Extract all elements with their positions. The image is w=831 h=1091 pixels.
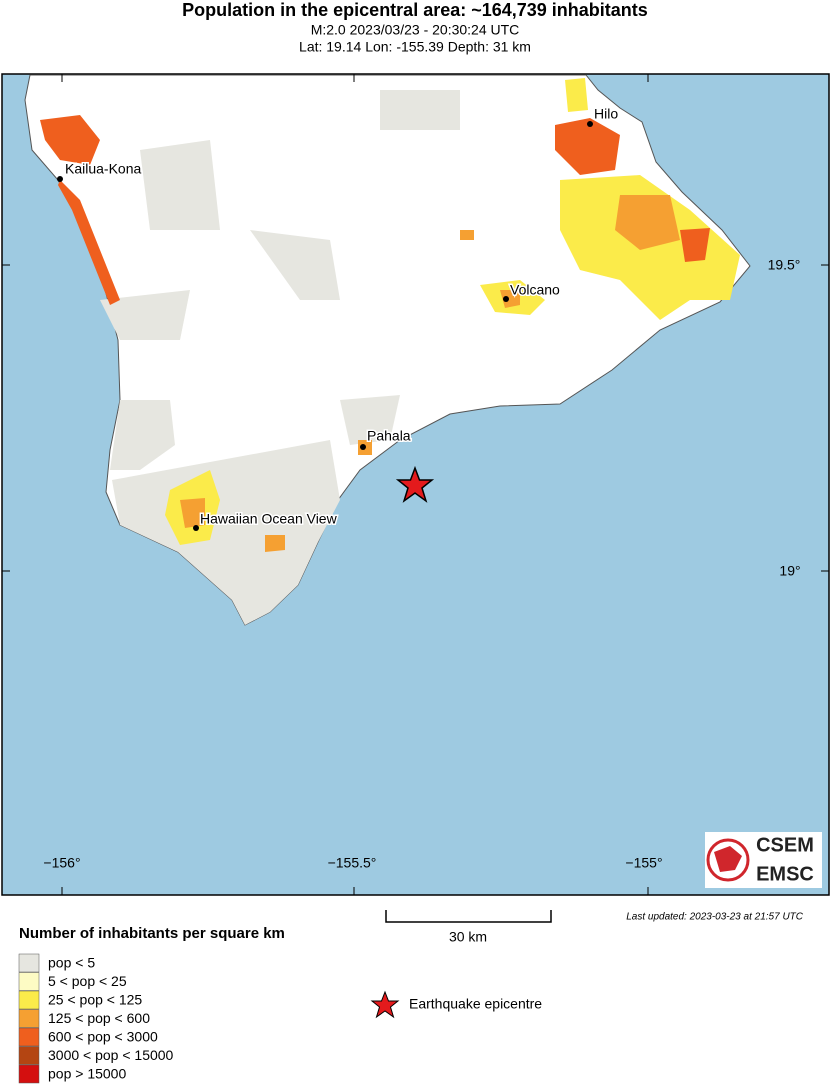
populated-areas: [40, 78, 740, 552]
logo: CSEM EMSC: [705, 832, 822, 888]
legend-label: Earthquake epicentre: [409, 996, 542, 1012]
city-dot: [587, 121, 593, 127]
legend-swatch: [18, 1046, 40, 1065]
scale-bar: [385, 910, 552, 923]
place-label: Kailua-Kona: [65, 161, 141, 177]
lat-label: 19°: [779, 563, 800, 579]
epicentre-star: [395, 465, 435, 503]
legend-swatch: [18, 990, 40, 1010]
lon-label: −155°: [625, 855, 662, 871]
lat-label: 19.5°: [768, 257, 801, 273]
subtitle: M:2.0 2023/03/23 - 20:30:24 UTC: [311, 22, 520, 38]
logo-text: EMSC: [756, 863, 814, 885]
legend-label: 125 < pop < 600: [48, 1010, 150, 1026]
legend: pop < 5 5 < pop < 25 25 < pop < 125 125 < p…: [18, 953, 174, 1084]
place-label: Pahala: [367, 428, 411, 444]
legend-label: pop < 5: [48, 955, 95, 971]
legend-title: Number of inhabitants per square km: [19, 925, 285, 942]
city-markers: [57, 121, 593, 531]
graticule-ticks: [2, 74, 829, 895]
place-label: Hawaiian Ocean View: [200, 511, 338, 527]
city-dot: [503, 296, 509, 302]
scale-label: 30 km: [449, 929, 487, 945]
legend-star: [370, 990, 400, 1019]
legend-swatch: [18, 953, 40, 973]
lon-label: −155.5°: [328, 855, 377, 871]
city-dot: [57, 176, 63, 182]
logo-text: CSEM: [756, 834, 814, 856]
city-dot: [193, 525, 199, 531]
map: Kailua-Kona Hilo Volcano Pahala Hawaiian…: [1, 73, 830, 896]
legend-label: 600 < pop < 3000: [48, 1029, 158, 1045]
legend-swatch: [18, 1027, 40, 1047]
subtitle: Lat: 19.14 Lon: -155.39 Depth: 31 km: [299, 39, 531, 55]
legend-swatch: [18, 972, 40, 991]
legend-label: pop > 15000: [48, 1066, 126, 1082]
logo-globe: [706, 838, 750, 882]
city-dot: [360, 444, 366, 450]
place-label: Volcano: [510, 282, 560, 298]
legend-label: 3000 < pop < 15000: [48, 1047, 174, 1063]
legend-swatch: [18, 1064, 40, 1084]
title: Population in the epicentral area: ~164,…: [182, 0, 648, 20]
lon-label: −156°: [43, 855, 80, 871]
legend-label: 5 < pop < 25: [48, 973, 127, 989]
sparse-areas: [100, 90, 460, 625]
legend-swatch: [18, 1009, 40, 1028]
last-updated: Last updated: 2023-03-23 at 21:57 UTC: [626, 912, 804, 923]
legend-label: 25 < pop < 125: [48, 992, 142, 1008]
place-label: Hilo: [594, 106, 618, 122]
